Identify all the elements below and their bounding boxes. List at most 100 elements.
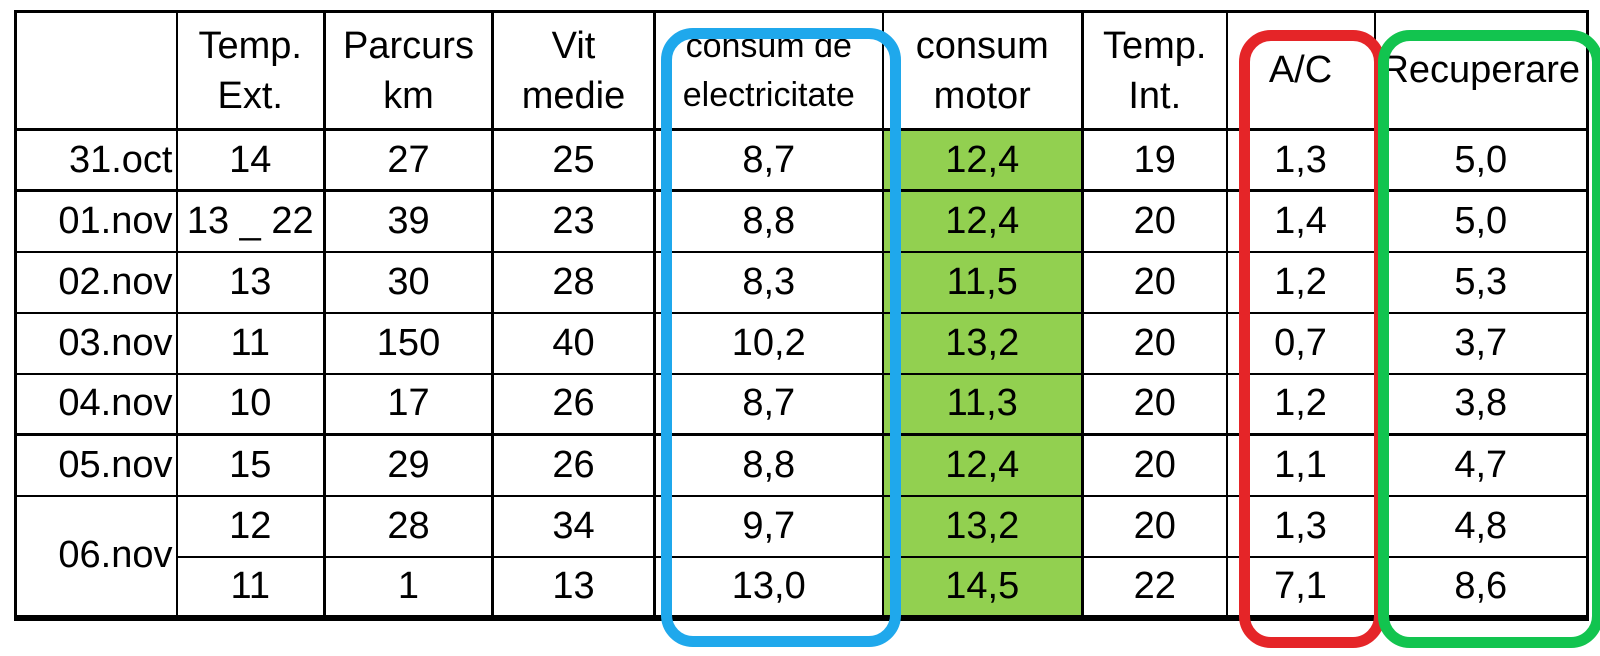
cell-consum-electricitate: 13,0	[654, 556, 884, 618]
header-consum-motor-line2: motor	[933, 74, 1031, 117]
cell-consum-motor: 13,2	[882, 312, 1084, 375]
cell-temp-int: 19	[1082, 129, 1228, 192]
cell-consum-motor: 12,4	[882, 129, 1084, 192]
cell-parcurs: 30	[324, 251, 494, 314]
cell-vit-medie: 28	[492, 251, 656, 314]
cell-temp-ext: 11	[176, 556, 326, 618]
cell-consum-electricitate: 8,7	[654, 373, 884, 436]
header-consum-motor: consum motor	[882, 11, 1084, 131]
cell-vit-medie: 13	[492, 556, 656, 618]
consumption-table: Temp. Ext. Parcurs km Vit medie	[14, 10, 1589, 621]
header-consum-electricitate-line1: consum de	[685, 27, 852, 66]
cell-date: 01.nov	[15, 190, 178, 253]
header-consum-motor-line1: consum	[915, 24, 1049, 67]
cell-recuperare: 3,8	[1374, 373, 1588, 436]
cell-temp-ext: 13 _ 22	[176, 190, 326, 253]
cell-recuperare: 5,0	[1374, 129, 1588, 192]
cell-consum-motor: 13,2	[882, 495, 1084, 558]
cell-recuperare: 5,3	[1374, 251, 1588, 314]
header-parcurs-line2: km	[383, 74, 434, 117]
cell-temp-int: 20	[1082, 190, 1228, 253]
cell-ac: 1,3	[1226, 129, 1376, 192]
cell-consum-motor: 14,5	[882, 556, 1084, 618]
table-row: 01.nov 13 _ 22 39 23 8,8 12,4 20 1,4 5,0	[15, 190, 1588, 253]
cell-consum-motor: 12,4	[882, 190, 1084, 253]
header-ac: A/C	[1226, 11, 1376, 131]
table-row: 06.nov 12 28 34 9,7 13,2 20 1,3 4,8	[15, 495, 1588, 619]
cell-temp-ext: 15	[176, 434, 326, 497]
cell-consum-electricitate: 8,8	[654, 434, 884, 497]
cell-temp-int: 20	[1082, 312, 1228, 375]
header-parcurs-line1: Parcurs	[343, 24, 474, 67]
cell-ac: 1,1	[1226, 434, 1376, 497]
cell-date: 02.nov	[15, 251, 178, 314]
cell-vit-medie: 34	[492, 495, 656, 558]
cell-temp-ext: 10	[176, 373, 326, 436]
cell-temp-int: 20	[1082, 373, 1228, 436]
cell-parcurs: 17	[324, 373, 494, 436]
cell-date-merged: 06.nov	[15, 495, 178, 619]
header-consum-electricitate-line2: electricitate	[682, 75, 855, 114]
cell-parcurs: 1	[324, 556, 494, 618]
cell-ac: 0,7	[1226, 312, 1376, 375]
cell-temp-ext: 13	[176, 251, 326, 314]
cell-vit-medie: 23	[492, 190, 656, 253]
header-consum-electricitate: consum de electricitate	[654, 11, 884, 131]
cell-date: 03.nov	[15, 312, 178, 375]
cell-recuperare: 3,7	[1374, 312, 1588, 375]
cell-parcurs: 150	[324, 312, 494, 375]
cell-ac: 1,4	[1226, 190, 1376, 253]
table-row: 02.nov 13 30 28 8,3 11,5 20 1,2 5,3	[15, 251, 1588, 314]
cell-parcurs: 29	[324, 434, 494, 497]
cell-consum-electricitate: 8,8	[654, 190, 884, 253]
cell-consum-electricitate: 10,2	[654, 312, 884, 375]
cell-vit-medie: 26	[492, 434, 656, 497]
cell-recuperare: 4,7	[1374, 434, 1588, 497]
cell-temp-ext: 14	[176, 129, 326, 192]
header-temp-int: Temp. Int.	[1082, 11, 1228, 131]
header-temp-int-line2: Int.	[1128, 74, 1182, 117]
header-vit-medie-line2: medie	[521, 74, 626, 117]
cell-ac: 1,3	[1226, 495, 1376, 558]
header-temp-int-line1: Temp.	[1103, 24, 1207, 67]
cell-temp-int: 22	[1082, 556, 1228, 618]
header-recuperare: Recuperare	[1374, 11, 1588, 131]
header-temp-ext-line1: Temp.	[198, 24, 302, 67]
table-row: 04.nov 10 17 26 8,7 11,3 20 1,2 3,8	[15, 373, 1588, 436]
cell-temp-ext: 11	[176, 312, 326, 375]
table-row: 31.oct 14 27 25 8,7 12,4 19 1,3 5,0	[15, 129, 1588, 192]
cell-temp-int: 20	[1082, 495, 1228, 558]
cell-parcurs: 27	[324, 129, 494, 192]
cell-date: 04.nov	[15, 373, 178, 436]
cell-ac: 7,1	[1226, 556, 1376, 618]
cell-consum-electricitate: 8,7	[654, 129, 884, 192]
header-empty	[15, 11, 178, 131]
cell-date: 05.nov	[15, 434, 178, 497]
cell-vit-medie: 40	[492, 312, 656, 375]
cell-consum-motor: 11,3	[882, 373, 1084, 436]
table-header-row: Temp. Ext. Parcurs km Vit medie	[15, 11, 1588, 131]
header-parcurs: Parcurs km	[324, 11, 494, 131]
cell-ac: 1,2	[1226, 251, 1376, 314]
header-temp-ext-line2: Ext.	[217, 74, 283, 117]
cell-recuperare: 4,8	[1374, 495, 1588, 558]
header-vit-medie: Vit medie	[492, 11, 656, 131]
cell-recuperare: 5,0	[1374, 190, 1588, 253]
cell-consum-motor: 12,4	[882, 434, 1084, 497]
table-row: 03.nov 11 150 40 10,2 13,2 20 0,7 3,7	[15, 312, 1588, 375]
cell-consum-electricitate: 8,3	[654, 251, 884, 314]
cell-parcurs: 39	[324, 190, 494, 253]
cell-consum-electricitate: 9,7	[654, 495, 884, 558]
cell-parcurs: 28	[324, 495, 494, 558]
cell-date: 31.oct	[15, 129, 178, 192]
cell-consum-motor: 11,5	[882, 251, 1084, 314]
cell-recuperare: 8,6	[1454, 564, 1508, 607]
cell-temp-int: 20	[1082, 434, 1228, 497]
cell-temp-int: 20	[1082, 251, 1228, 314]
cell-vit-medie: 26	[492, 373, 656, 436]
cell-temp-ext: 12	[176, 495, 326, 558]
cell-ac: 1,2	[1226, 373, 1376, 436]
table-row: 05.nov 15 29 26 8,8 12,4 20 1,1 4,7	[15, 434, 1588, 497]
cell-vit-medie: 25	[492, 129, 656, 192]
